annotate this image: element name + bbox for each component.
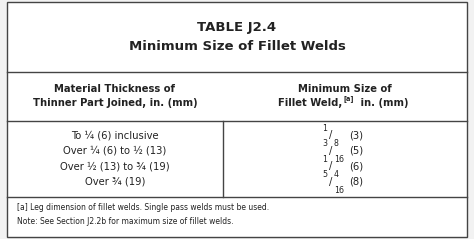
Text: in. (mm): in. (mm) [356, 98, 408, 108]
Text: (6): (6) [350, 161, 364, 171]
Text: 5: 5 [322, 170, 327, 179]
Text: Over ¼ (6) to ½ (13): Over ¼ (6) to ½ (13) [64, 146, 166, 156]
Text: 1: 1 [322, 155, 327, 164]
Text: /: / [329, 146, 333, 156]
Text: 16: 16 [334, 155, 344, 164]
Text: /: / [329, 177, 333, 187]
Text: Thinner Part Joined, in. (mm): Thinner Part Joined, in. (mm) [33, 98, 197, 108]
Text: Minimum Size of: Minimum Size of [298, 84, 392, 94]
Text: Over ½ (13) to ¾ (19): Over ½ (13) to ¾ (19) [60, 161, 170, 171]
Text: Over ¾ (19): Over ¾ (19) [85, 177, 145, 187]
Text: 3: 3 [322, 139, 327, 148]
Text: Material Thickness of: Material Thickness of [55, 84, 175, 94]
Text: To ¼ (6) inclusive: To ¼ (6) inclusive [71, 130, 159, 140]
Text: [a]: [a] [343, 95, 354, 102]
Text: 8: 8 [334, 139, 339, 148]
Text: TABLE J2.4: TABLE J2.4 [198, 21, 276, 34]
Text: Minimum Size of Fillet Welds: Minimum Size of Fillet Welds [128, 40, 346, 53]
Text: (3): (3) [350, 130, 364, 140]
Text: /: / [329, 161, 333, 171]
Text: Fillet Weld,: Fillet Weld, [278, 98, 342, 108]
Text: (8): (8) [350, 177, 364, 187]
Text: [a] Leg dimension of fillet welds. Single pass welds must be used.: [a] Leg dimension of fillet welds. Singl… [17, 203, 269, 212]
Text: /: / [329, 130, 333, 140]
Text: 16: 16 [334, 186, 344, 195]
Text: 4: 4 [334, 170, 339, 179]
Text: 1: 1 [322, 124, 327, 133]
Text: (5): (5) [350, 146, 364, 156]
Text: Note: See Section J2.2b for maximum size of fillet welds.: Note: See Section J2.2b for maximum size… [17, 217, 233, 226]
